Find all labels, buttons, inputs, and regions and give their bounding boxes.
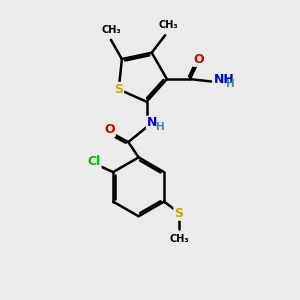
Text: Cl: Cl — [87, 155, 101, 168]
Text: CH₃: CH₃ — [158, 20, 178, 30]
Text: S: S — [174, 207, 183, 220]
Text: H: H — [226, 79, 235, 89]
Text: S: S — [114, 83, 123, 96]
Text: CH₃: CH₃ — [101, 25, 121, 34]
Text: H: H — [156, 122, 165, 132]
Text: CH₃: CH₃ — [169, 234, 189, 244]
Text: NH: NH — [214, 74, 234, 86]
Text: O: O — [104, 123, 115, 136]
Text: O: O — [194, 53, 204, 66]
Text: N: N — [147, 116, 157, 129]
